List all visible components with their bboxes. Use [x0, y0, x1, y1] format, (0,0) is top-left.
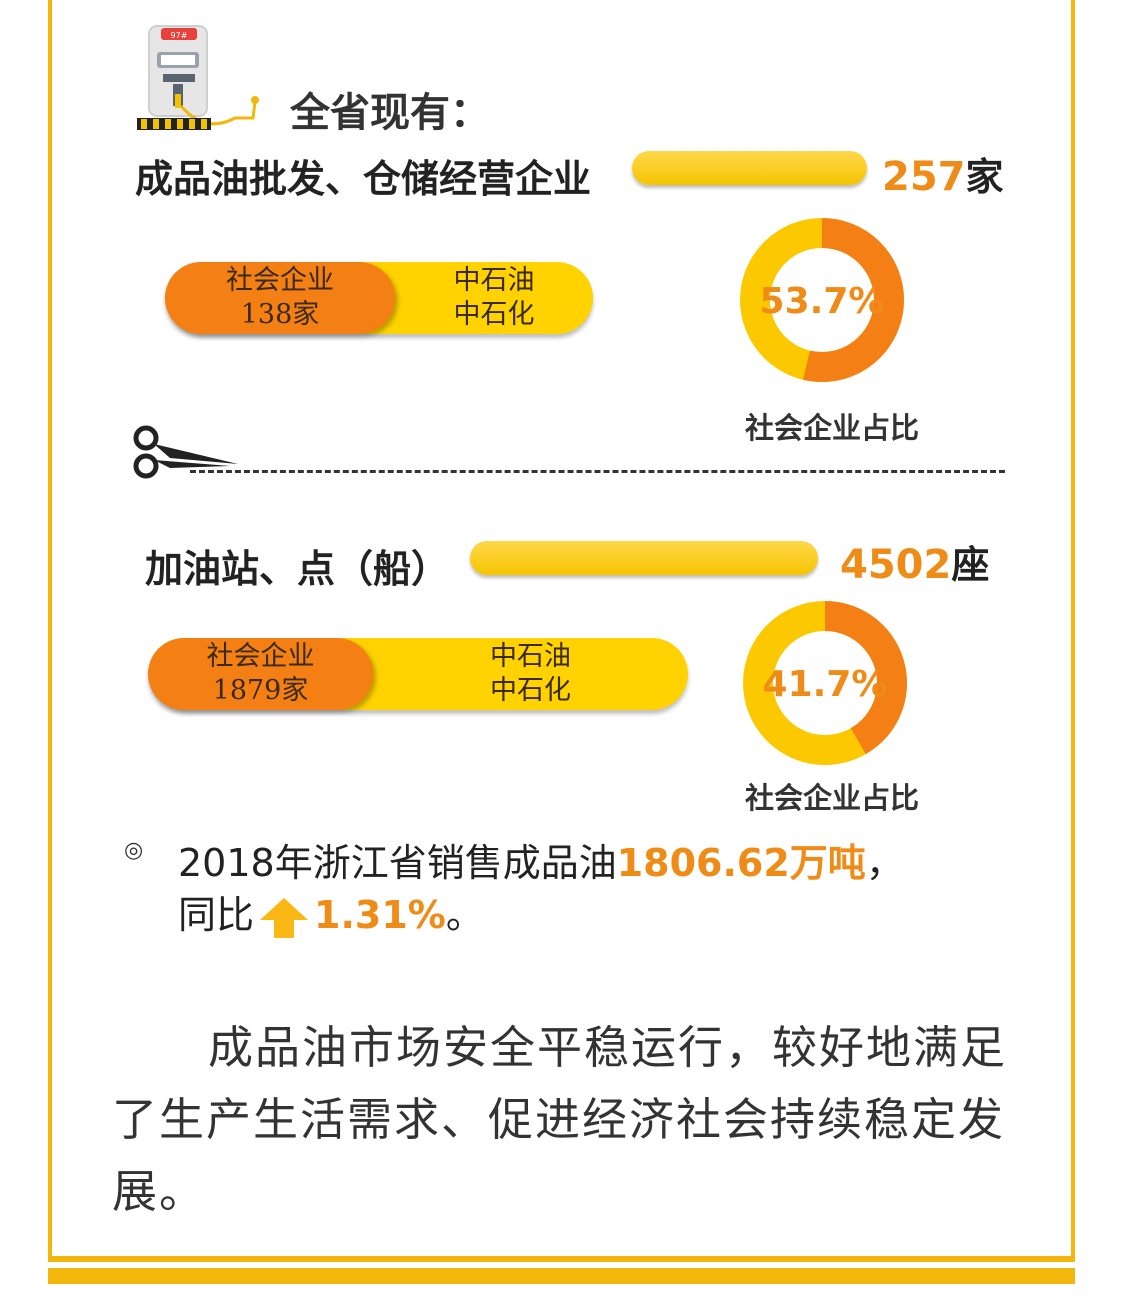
- frame-bottom-bar: [48, 1268, 1075, 1284]
- row-2-total: 4502座: [840, 534, 989, 589]
- sales-note-comma: ，: [865, 841, 904, 885]
- row-2-state-line-2: 中石化: [490, 675, 571, 706]
- frame-right-border: [1071, 0, 1075, 1262]
- row-2-total-value: 4502: [840, 542, 952, 588]
- row-1-donut: 53.7%: [740, 218, 904, 382]
- row-1-social-segment: 社会企业 138家: [165, 262, 395, 334]
- cut-line-divider: [190, 470, 1005, 473]
- summary-paragraph: 成品油市场安全平稳运行，较好地满足了生产生活需求、促进经济社会持续稳定发展。: [112, 1021, 1008, 1218]
- up-arrow-icon: [260, 897, 309, 938]
- row-2-label: 加油站、点（船）: [145, 547, 450, 591]
- row-1-label: 成品油批发、仓储经营企业: [135, 157, 592, 201]
- sales-note-prefix: 2018年浙江省销售成品油: [178, 841, 617, 885]
- row-2-split-bar: 社会企业 1879家 中石油 中石化: [148, 638, 688, 710]
- yoy-end: 。: [445, 893, 484, 937]
- row-1-total-unit: 家: [965, 155, 1004, 199]
- row-2-social-segment: 社会企业 1879家: [148, 638, 373, 710]
- sales-note-line-1: 2018年浙江省销售成品油1806.62万吨，: [178, 832, 904, 887]
- row-1-state-line-2: 中石化: [453, 299, 535, 330]
- row-1-state-line-1: 中石油: [453, 265, 535, 296]
- row-1-total-bar: [632, 151, 867, 185]
- row-1-donut-social-arc: [740, 218, 904, 382]
- row-2-donut-caption: 社会企业占比: [745, 781, 920, 815]
- row-2-donut-percent: 41.7%: [763, 664, 888, 705]
- row-1-state-segment: 中石油 中石化: [395, 262, 593, 334]
- heading: 全省现有：: [290, 90, 490, 136]
- row-2-social-count: 1879家: [212, 675, 309, 706]
- yoy-value: 1.31%: [314, 893, 446, 937]
- row-2-donut-social-arc: [743, 601, 907, 765]
- sales-amount: 1806.62万吨: [616, 841, 866, 885]
- yoy-label: 同比: [178, 893, 255, 937]
- row-1-donut-caption: 社会企业占比: [745, 411, 920, 445]
- frame-left-border: [48, 0, 52, 1262]
- row-1-social-count: 138家: [240, 299, 320, 330]
- row-2-state-line-1: 中石油: [490, 641, 571, 672]
- row-1-donut-percent: 53.7%: [760, 281, 885, 322]
- row-2-social-name: 社会企业: [206, 641, 315, 672]
- row-2-total-unit: 座: [951, 543, 990, 587]
- note-bullet-icon: ◎: [124, 838, 144, 863]
- row-1-split-bar: 社会企业 138家 中石油 中石化: [165, 262, 593, 334]
- row-2-donut: 41.7%: [743, 601, 907, 765]
- fuel-pump-icon: 97#: [137, 25, 259, 130]
- pump-sign: 97#: [171, 31, 188, 40]
- row-1-social-name: 社会企业: [226, 265, 334, 296]
- scissors-icon: [133, 425, 238, 479]
- row-2-state-segment: 中石油 中石化: [373, 638, 688, 710]
- row-1-total: 257家: [882, 146, 1004, 201]
- frame-bottom-border: [48, 1256, 1075, 1262]
- sales-note-line-2: 同比 1.31%。: [178, 884, 484, 940]
- row-2-total-bar: [470, 541, 818, 575]
- row-1-total-value: 257: [882, 154, 966, 200]
